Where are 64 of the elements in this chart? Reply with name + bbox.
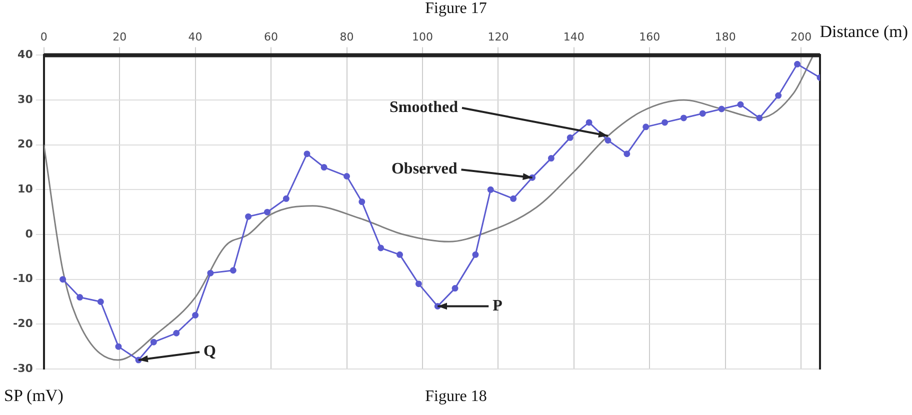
annotation: Q <box>204 343 216 360</box>
x-tick-label: 100 <box>412 30 433 44</box>
y-tick-label: 30 <box>18 92 34 106</box>
point <box>566 134 574 141</box>
point <box>245 213 252 220</box>
point <box>604 137 612 144</box>
y-tick-label: -30 <box>13 362 34 375</box>
point <box>487 186 494 193</box>
point <box>76 294 84 301</box>
y-tick-label: 20 <box>18 138 34 151</box>
y-tick-label: -20 <box>13 317 34 330</box>
x-tick-label: 160 <box>639 30 660 44</box>
x-tick-label: 180 <box>714 30 736 44</box>
point <box>415 280 422 288</box>
x-tick-label: 200 <box>790 30 812 44</box>
x-tick-label: 60 <box>264 30 278 44</box>
point <box>378 244 384 252</box>
point <box>510 195 517 202</box>
x-tick-label: 80 <box>340 30 354 44</box>
x-tick-label: 40 <box>188 30 202 44</box>
point <box>756 114 763 122</box>
point <box>207 270 214 276</box>
point <box>737 101 744 108</box>
point <box>662 119 668 126</box>
annotation: P <box>492 297 503 314</box>
point <box>586 119 592 126</box>
point <box>320 164 328 171</box>
annotation: Smoothed <box>390 99 458 116</box>
point <box>192 312 199 318</box>
y-axis-title: SP (mV) <box>4 386 64 406</box>
point <box>699 110 706 117</box>
annotation: Observed <box>391 160 458 178</box>
point <box>794 60 801 68</box>
point <box>344 172 350 180</box>
point <box>304 150 310 158</box>
point <box>396 251 404 258</box>
point <box>680 114 687 122</box>
x-axis-title: Distance (m) <box>820 22 908 42</box>
point <box>642 124 650 130</box>
caption: Figure 18 <box>425 388 487 405</box>
point <box>264 208 270 216</box>
point <box>452 285 458 292</box>
point <box>115 343 122 350</box>
point <box>775 92 782 99</box>
chart-title: Figure 17 <box>424 0 488 18</box>
y-tick-label: 10 <box>18 182 34 196</box>
point <box>97 298 104 306</box>
point <box>718 106 725 112</box>
x-tick-label: 140 <box>563 30 584 44</box>
point <box>282 195 290 202</box>
y-tick-label: -10 <box>13 272 34 286</box>
point <box>358 198 366 206</box>
point <box>548 155 554 162</box>
point <box>472 251 479 258</box>
x-tick-label: 120 <box>488 30 509 44</box>
point <box>173 330 180 336</box>
point <box>230 267 236 274</box>
point <box>150 338 157 346</box>
x-tick-label: 20 <box>112 30 127 44</box>
x-tick-label: 0 <box>40 30 48 44</box>
y-tick-label: 0 <box>25 227 34 240</box>
point <box>624 150 630 158</box>
point <box>60 276 66 283</box>
y-tick-label: 40 <box>18 48 34 62</box>
